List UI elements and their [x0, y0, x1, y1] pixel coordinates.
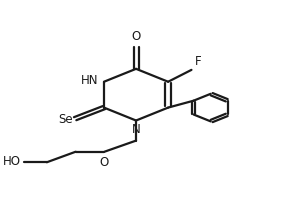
Text: O: O	[100, 156, 109, 169]
Text: HN: HN	[80, 74, 98, 87]
Text: O: O	[131, 30, 141, 43]
Text: F: F	[195, 55, 202, 68]
Text: N: N	[132, 123, 140, 136]
Text: HO: HO	[3, 155, 21, 168]
Text: Se: Se	[58, 113, 72, 126]
